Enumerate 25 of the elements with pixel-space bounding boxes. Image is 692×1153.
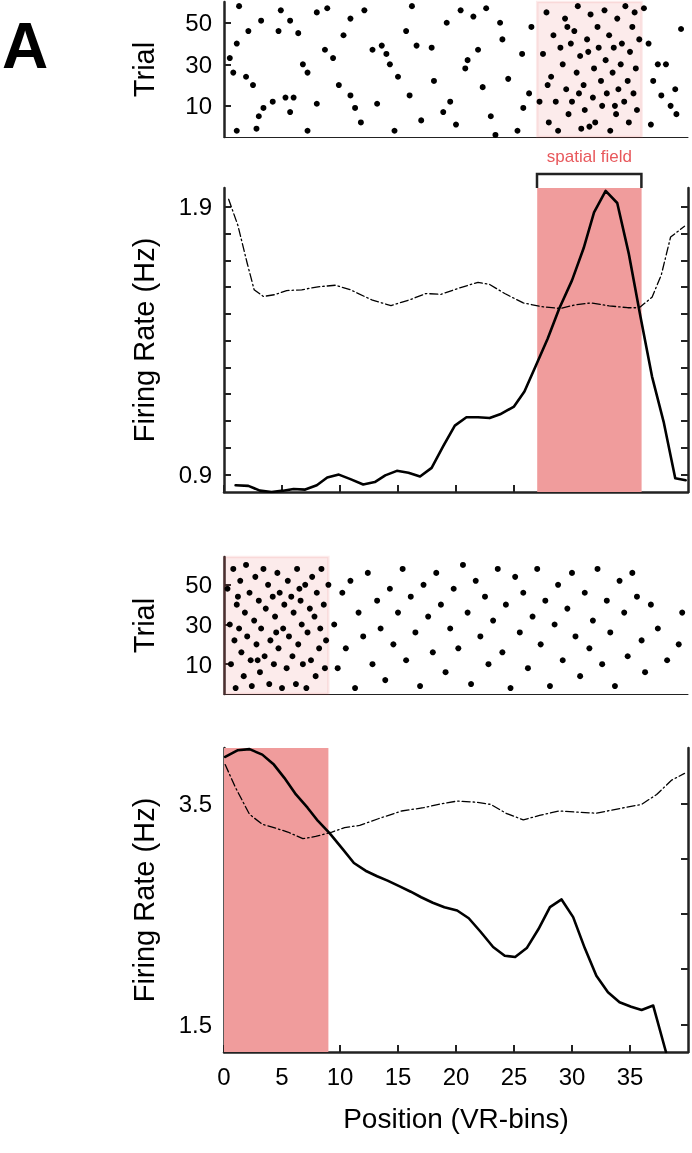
y-tick-label: 10 [185, 650, 212, 678]
x-tick-label: 0 [217, 1062, 231, 1090]
text: A [2, 10, 49, 82]
x-tick-label: 5 [275, 1062, 289, 1090]
y-tick-label: 50 [185, 9, 212, 37]
x-tick-label: 10 [326, 1062, 354, 1090]
y-tick-label: 30 [185, 611, 212, 639]
x-tick-label: 25 [500, 1062, 528, 1090]
y-tick-label: 0.9 [178, 461, 212, 489]
x-tick-label: 15 [384, 1062, 412, 1090]
y-axis-title: Firing Rate (Hz) [127, 237, 160, 443]
x-tick-label: 35 [616, 1062, 644, 1090]
y-tick-label: 3.5 [178, 789, 212, 817]
x-tick-label: 20 [442, 1062, 470, 1090]
x-tick-label: 30 [558, 1062, 586, 1090]
x-axis-title: Position (VR-bins) [343, 1102, 569, 1134]
y-tick-label: 30 [185, 50, 212, 78]
y-tick-label: 10 [185, 92, 212, 120]
y-axis-title: Trial [127, 41, 160, 98]
y-axis-title: Firing Rate (Hz) [127, 797, 160, 1003]
y-axis-title: Trial [127, 597, 160, 654]
y-tick-label: 1.9 [178, 193, 212, 221]
y-tick-label: 50 [185, 571, 212, 599]
band-label: spatial field [546, 147, 632, 167]
y-tick-label: 1.5 [178, 1010, 212, 1038]
